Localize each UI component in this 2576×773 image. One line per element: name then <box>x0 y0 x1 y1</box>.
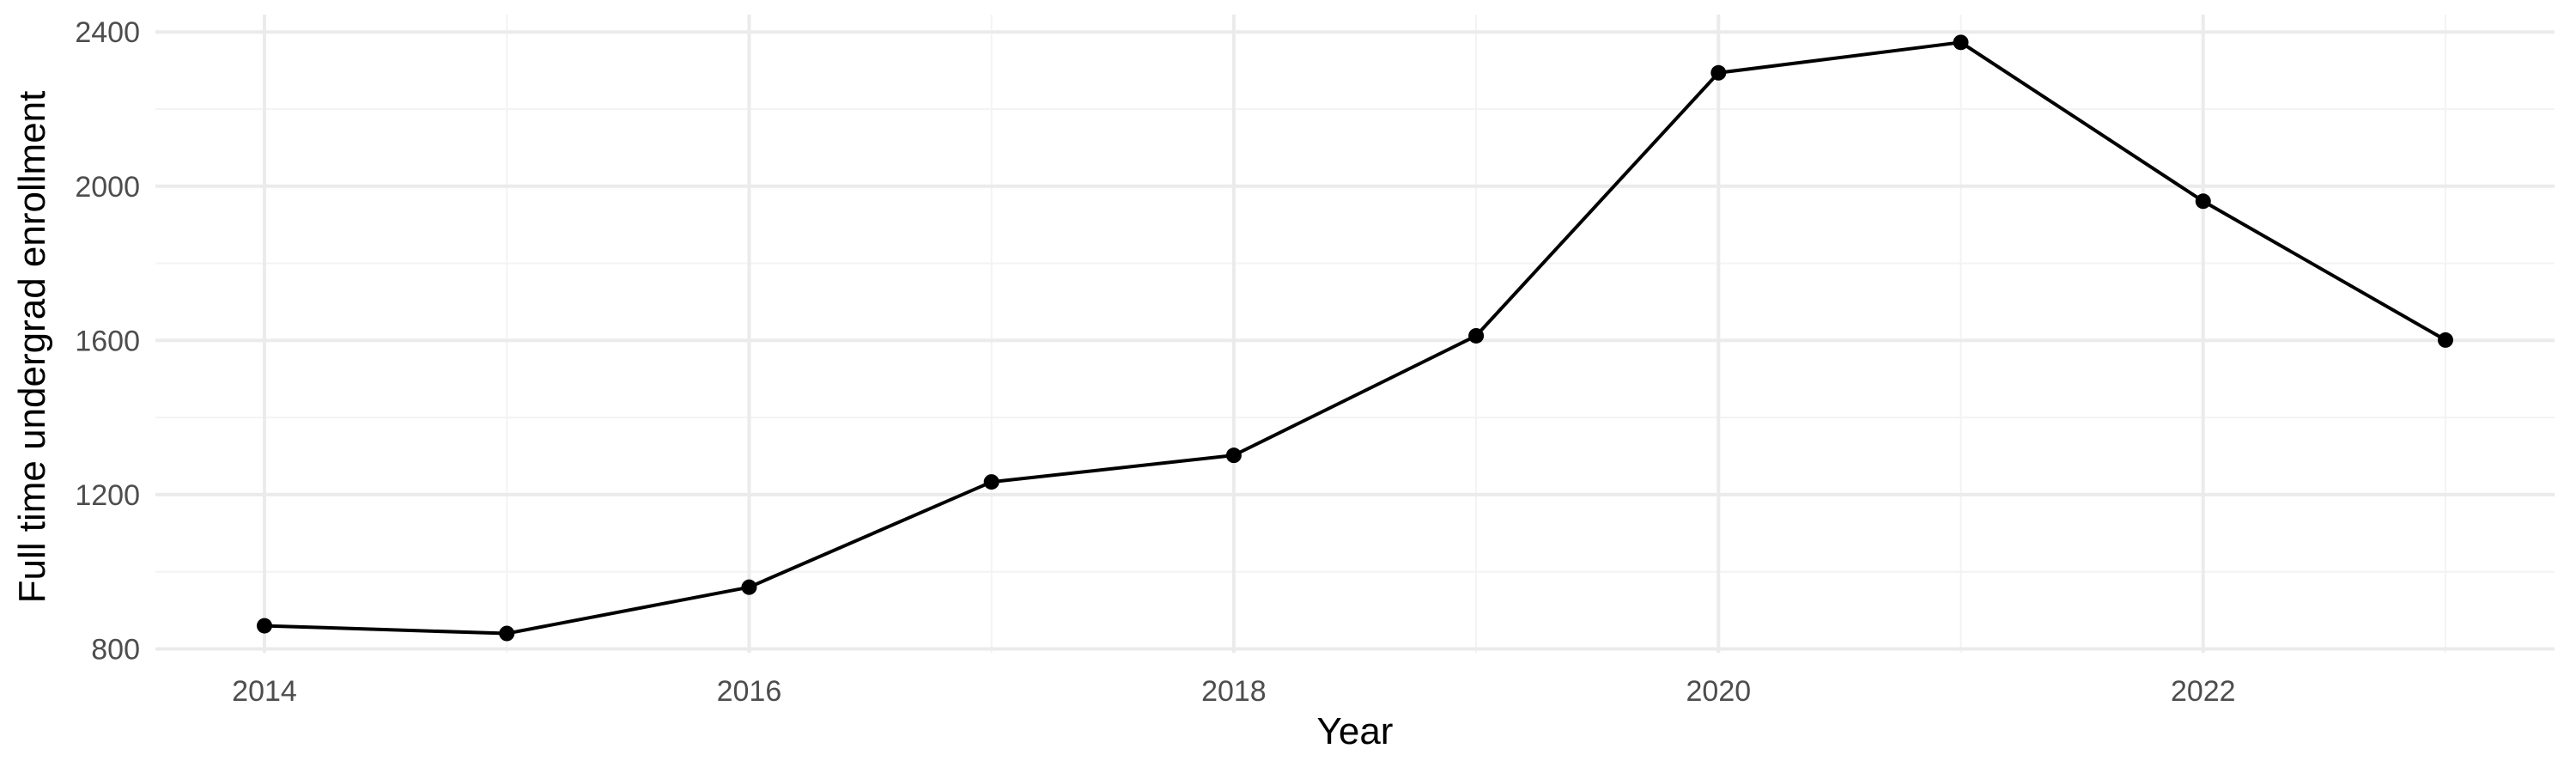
data-point-2014 <box>257 618 272 634</box>
data-point-2022 <box>2195 193 2211 210</box>
data-point-2018 <box>1225 447 1242 464</box>
data-point-2021 <box>1953 34 1969 51</box>
data-point-2019 <box>1468 327 1485 344</box>
x-tick-label-2022: 2022 <box>2171 675 2236 708</box>
data-point-2016 <box>741 579 757 595</box>
y-axis-title: Full time undergrad enrollment <box>11 91 53 604</box>
x-tick-label-2020: 2020 <box>1686 675 1752 708</box>
grid-layer <box>155 15 2555 653</box>
x-tick-label-2018: 2018 <box>1201 675 1267 708</box>
x-axis-title: Year <box>1317 710 1394 752</box>
enrollment-line <box>263 40 2447 636</box>
series-layer <box>257 34 2453 642</box>
y-tick-label-2400: 2400 <box>75 16 140 49</box>
y-tick-label-800: 800 <box>91 634 140 666</box>
x-tick-label-2014: 2014 <box>232 675 297 708</box>
data-point-2015 <box>499 625 515 642</box>
data-point-2017 <box>983 474 999 490</box>
y-tick-label-2000: 2000 <box>75 171 140 204</box>
data-point-2023 <box>2438 332 2453 348</box>
data-point-2020 <box>1710 64 1727 81</box>
x-tick-label-2016: 2016 <box>717 675 782 708</box>
y-tick-label-1600: 1600 <box>75 325 140 357</box>
y-tick-label-1200: 1200 <box>75 479 140 512</box>
tick-layer: 800 1200 1600 2000 2400 2014 2016 2018 2020 2022 <box>75 16 2235 708</box>
